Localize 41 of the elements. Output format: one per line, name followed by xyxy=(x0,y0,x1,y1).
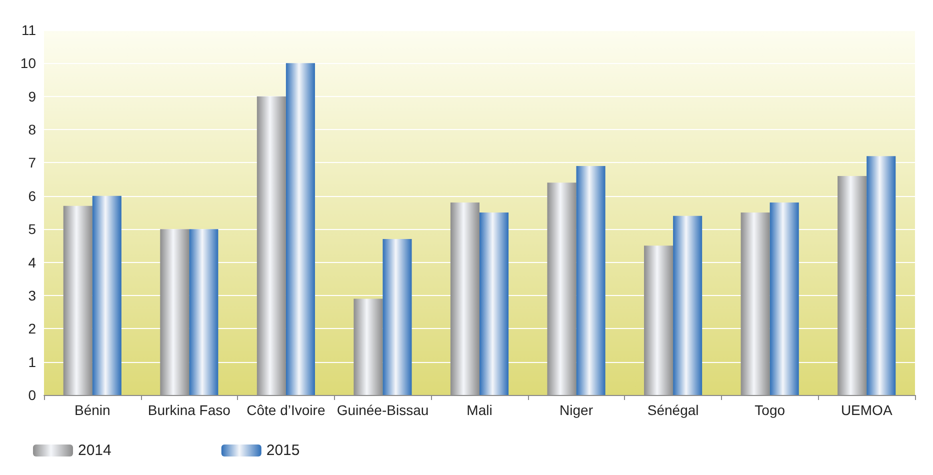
x-tick-label: Bénin xyxy=(74,402,110,418)
y-tick-label: 6 xyxy=(28,188,36,204)
x-tick-label: Togo xyxy=(754,402,786,418)
x-tick-label: Guinée-Bissau xyxy=(336,402,429,418)
y-tick-label: 4 xyxy=(28,254,36,270)
y-tick-label: 0 xyxy=(28,387,36,403)
bar xyxy=(382,239,412,395)
y-tick-label: 10 xyxy=(20,55,36,72)
x-tick-label: Mali xyxy=(466,402,492,418)
bar xyxy=(63,206,92,395)
legend-label: 2014 xyxy=(78,442,112,459)
x-tick-label: Sénégal xyxy=(647,402,699,418)
y-tick-label: 11 xyxy=(21,22,36,38)
y-tick-label: 5 xyxy=(28,221,36,238)
bar xyxy=(866,156,896,395)
bar xyxy=(547,182,576,395)
bar xyxy=(160,229,190,395)
y-tick-label: 8 xyxy=(28,122,36,138)
legend-label: 2015 xyxy=(266,442,300,459)
x-tick-label: Burkina Faso xyxy=(148,402,231,418)
bar xyxy=(92,196,122,395)
bar xyxy=(286,63,315,395)
x-tick-label: UEMOA xyxy=(840,402,893,418)
x-tick-label: Côte d’Ivoire xyxy=(246,402,326,418)
bar xyxy=(576,166,606,395)
bar xyxy=(740,212,770,395)
y-tick-label: 2 xyxy=(28,320,36,337)
bar xyxy=(189,229,218,395)
bar xyxy=(480,212,509,395)
bar xyxy=(644,246,674,395)
y-tick-label: 1 xyxy=(28,354,36,370)
bar xyxy=(450,202,480,395)
x-tick-label: Niger xyxy=(560,402,594,418)
bar xyxy=(256,96,286,395)
y-tick-label: 3 xyxy=(28,287,36,304)
bar xyxy=(838,176,867,395)
bar xyxy=(354,298,383,395)
bar xyxy=(673,216,702,395)
y-tick-label: 9 xyxy=(28,88,36,104)
y-tick-label: 7 xyxy=(28,154,36,171)
bar xyxy=(770,202,799,395)
